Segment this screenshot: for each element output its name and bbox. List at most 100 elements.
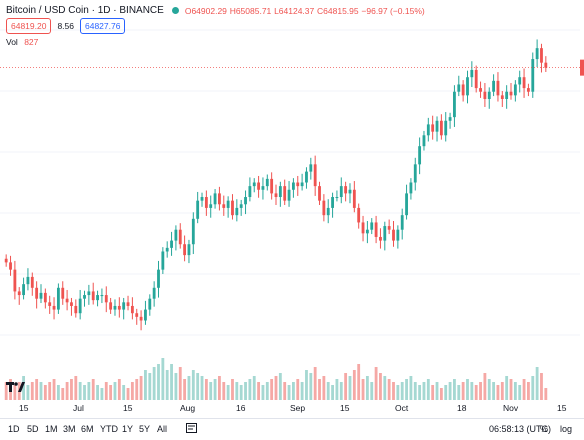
chart-header: Bitcoin / USD Coin · 1D · BINANCE O64902… (6, 5, 425, 16)
candle-body (461, 84, 465, 96)
volume-bar (296, 379, 300, 400)
tradingview-logo-icon[interactable] (6, 380, 26, 394)
buy-price-button[interactable]: 64827.76 (80, 18, 126, 34)
volume-bar (457, 385, 461, 400)
bid-ask-row: 64819.20 8.56 64827.76 (6, 18, 126, 34)
volume-label: Vol (6, 37, 18, 47)
candle-body (383, 226, 387, 241)
volume-legend: Vol 827 (6, 37, 38, 47)
ohlc-high: H65085.71 (229, 5, 272, 16)
volume-bar (322, 376, 326, 400)
candle-body (148, 298, 152, 310)
volume-bar (527, 382, 530, 400)
volume-bar (522, 379, 526, 400)
volume-bar (531, 376, 535, 400)
candle-body (274, 193, 278, 198)
candle-body (170, 240, 173, 248)
candle-body (4, 258, 8, 263)
candle-body (396, 229, 400, 241)
candle-body (509, 91, 513, 96)
candle-body (13, 269, 17, 292)
volume-bar (74, 376, 78, 400)
candle-body (448, 117, 452, 121)
candle-body (453, 91, 456, 118)
volume-bar (483, 373, 487, 400)
volume-bar (335, 379, 339, 400)
range-all-button[interactable]: All (157, 424, 168, 434)
compare-icon[interactable] (186, 423, 197, 436)
utc-clock[interactable]: 06:58:13 (UTC) (489, 424, 552, 434)
volume-bar (461, 382, 465, 400)
candle-body (252, 182, 256, 187)
log-scale-button[interactable]: log (560, 424, 573, 434)
candle-body (65, 298, 69, 303)
ohlc-open: O64902.29 (184, 5, 227, 16)
range-1m-button[interactable]: 1M (45, 424, 58, 434)
volume-bar (365, 376, 369, 400)
candle-body (435, 120, 439, 132)
volume-bar (409, 376, 413, 400)
volume-bar (39, 382, 43, 400)
volume-bar (348, 376, 352, 400)
x-tick: 15 (557, 403, 567, 413)
volume-bar (509, 379, 513, 400)
volume-bar (492, 382, 496, 400)
candle-body (466, 77, 469, 96)
volume-bar (65, 382, 69, 400)
volume-bar (426, 379, 430, 400)
candle-body (426, 124, 430, 136)
percent-scale-button[interactable]: % (540, 424, 549, 434)
candle-body (527, 88, 530, 92)
volume-bar (209, 382, 213, 400)
volume-bar (218, 376, 221, 400)
x-tick: 15 (340, 403, 350, 413)
range-1d-button[interactable]: 1D (8, 424, 20, 434)
sell-price-button[interactable]: 64819.20 (6, 18, 52, 34)
candle-body (457, 84, 461, 92)
candle-body (413, 164, 417, 183)
candle-body (235, 207, 239, 216)
time-axis[interactable]: 15 Jul 15 Aug 16 Sep 15 Oct 18 Nov 15 (0, 403, 584, 415)
candle-body (305, 171, 308, 183)
market-status-icon (171, 7, 179, 14)
candle-body (257, 182, 261, 190)
volume-bar (252, 376, 256, 400)
range-3m-button[interactable]: 3M (63, 424, 76, 434)
candle-body (130, 305, 134, 314)
range-5y-button[interactable]: 5Y (139, 424, 151, 434)
candle-body (113, 305, 117, 310)
candle-body (361, 222, 365, 234)
candle-body (122, 302, 126, 310)
candle-body (239, 204, 243, 208)
volume-bar (239, 385, 243, 400)
candle-body (61, 287, 65, 299)
volume-bar (43, 385, 47, 400)
volume-value: 827 (24, 37, 39, 47)
symbol-title[interactable]: Bitcoin / USD Coin · 1D · BINANCE (6, 5, 164, 16)
candle-body (309, 164, 313, 172)
volume-bar (204, 379, 208, 400)
candle-body (405, 193, 408, 216)
candle-body (43, 292, 47, 303)
ohlc-close: C64815.95 (317, 5, 359, 16)
volume-bar (196, 373, 200, 400)
candle-body (218, 193, 221, 205)
volume-bar (122, 385, 126, 400)
range-5d-button[interactable]: 5D (27, 424, 39, 434)
volume-bar (26, 385, 30, 400)
volume-bar (231, 379, 234, 400)
range-1y-button[interactable]: 1Y (122, 424, 134, 434)
candle-body (187, 244, 191, 256)
candle-body (204, 197, 208, 208)
volume-bar (152, 367, 156, 400)
candle-body (283, 186, 287, 201)
volume-bar (352, 370, 356, 400)
volume-bar (35, 379, 39, 400)
candle-body (9, 262, 12, 270)
candle-body (183, 244, 187, 256)
range-ytd-button[interactable]: YTD (100, 424, 118, 434)
range-6m-button[interactable]: 6M (81, 424, 94, 434)
volume-bar (96, 385, 99, 400)
price-chart[interactable] (0, 0, 584, 418)
volume-bar (431, 385, 435, 400)
